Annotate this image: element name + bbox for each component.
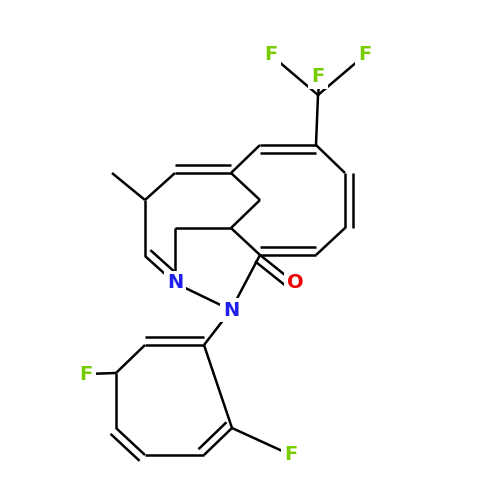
Text: F: F [284, 446, 298, 464]
Text: N: N [167, 274, 183, 292]
Text: F: F [358, 46, 372, 64]
Text: O: O [286, 274, 304, 292]
Text: F: F [264, 46, 278, 64]
Text: N: N [223, 300, 239, 320]
Text: F: F [312, 68, 324, 86]
Text: F: F [80, 364, 92, 384]
